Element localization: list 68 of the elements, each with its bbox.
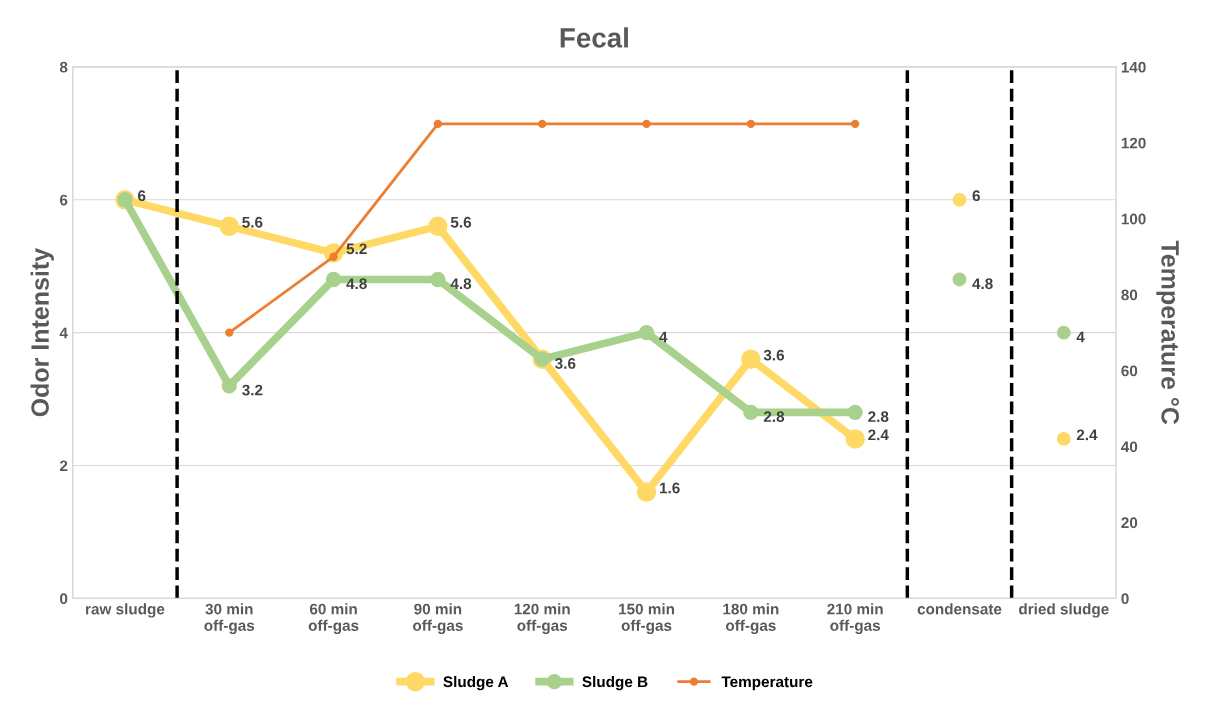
y2-tick-label: 20 (1121, 517, 1138, 529)
data-label: 2.8 (763, 411, 785, 423)
x-tick-label: 90 min off-gas (413, 603, 463, 635)
y2-tick-label: 100 (1121, 213, 1146, 225)
x-tick-label: raw sludge (86, 603, 165, 618)
point (746, 119, 756, 128)
y2-tick-label: 140 (1121, 61, 1146, 73)
x-tick-label: condensate (917, 603, 1002, 615)
point (952, 192, 967, 207)
y2-tick-label: 0 (1121, 593, 1129, 605)
y-tick-label: 2 (59, 460, 68, 472)
data-label: 3.6 (763, 349, 785, 361)
point (638, 325, 655, 341)
point (743, 404, 759, 421)
point (952, 272, 967, 287)
x-tick-label: 210 min off-gas (827, 603, 883, 635)
point (325, 271, 342, 288)
data-label: 3.2 (242, 384, 263, 396)
point (219, 216, 239, 237)
y2-tick-label: 80 (1121, 289, 1138, 301)
point (850, 119, 860, 128)
point (847, 404, 863, 421)
x-tick-label: 120 min off-gas (514, 603, 570, 635)
y-tick-label: 0 (60, 593, 68, 605)
data-label: 2.8 (868, 411, 889, 423)
legend-label: Sludge B (582, 675, 648, 691)
y2-tick-label: 120 (1121, 137, 1146, 149)
data-label: 2.4 (868, 429, 889, 441)
legend-label: Temperature (721, 676, 813, 691)
point (225, 328, 234, 337)
point (1056, 325, 1071, 340)
legend-label: Sludge A (443, 675, 509, 691)
x-tick-label: 180 min off-gas (723, 603, 779, 635)
x-tick-label: dried sludge (1019, 603, 1109, 618)
point (428, 216, 448, 237)
y-axis-title: Odor Intensity (30, 248, 54, 417)
data-label: 4.8 (972, 278, 993, 290)
y-tick-label: 8 (59, 61, 68, 73)
point (845, 429, 865, 449)
y2-tick-label: 60 (1121, 365, 1138, 377)
data-label: 4.8 (450, 278, 472, 290)
data-label: 6 (138, 190, 146, 202)
y2-axis-title: Temperature °C (1156, 240, 1179, 425)
data-label: 2.4 (1076, 429, 1098, 441)
point (1056, 432, 1071, 446)
x-tick-label: 60 min off-gas (308, 603, 359, 635)
data-label: 5.2 (346, 243, 367, 255)
data-label: 1.6 (659, 482, 680, 494)
data-label: 5.6 (242, 216, 263, 228)
point (642, 119, 651, 128)
x-tick-label: 30 min off-gas (204, 603, 255, 635)
point (636, 482, 657, 502)
point (433, 119, 443, 128)
point (538, 119, 547, 128)
point (221, 378, 237, 394)
y-tick-label: 6 (59, 194, 68, 206)
data-label: 4 (659, 331, 668, 343)
point (430, 271, 446, 288)
chart-title: Fecal (560, 27, 628, 48)
data-label: 4.8 (346, 278, 367, 290)
y-tick-label: 4 (59, 327, 68, 339)
data-label: 4 (1076, 331, 1085, 343)
x-tick-label: 150 min off-gas (619, 603, 675, 635)
data-label: 3.6 (555, 358, 576, 369)
y2-tick-label: 40 (1121, 441, 1138, 453)
point (741, 349, 761, 369)
data-label: 5.6 (450, 216, 472, 228)
data-label: 6 (972, 190, 980, 202)
